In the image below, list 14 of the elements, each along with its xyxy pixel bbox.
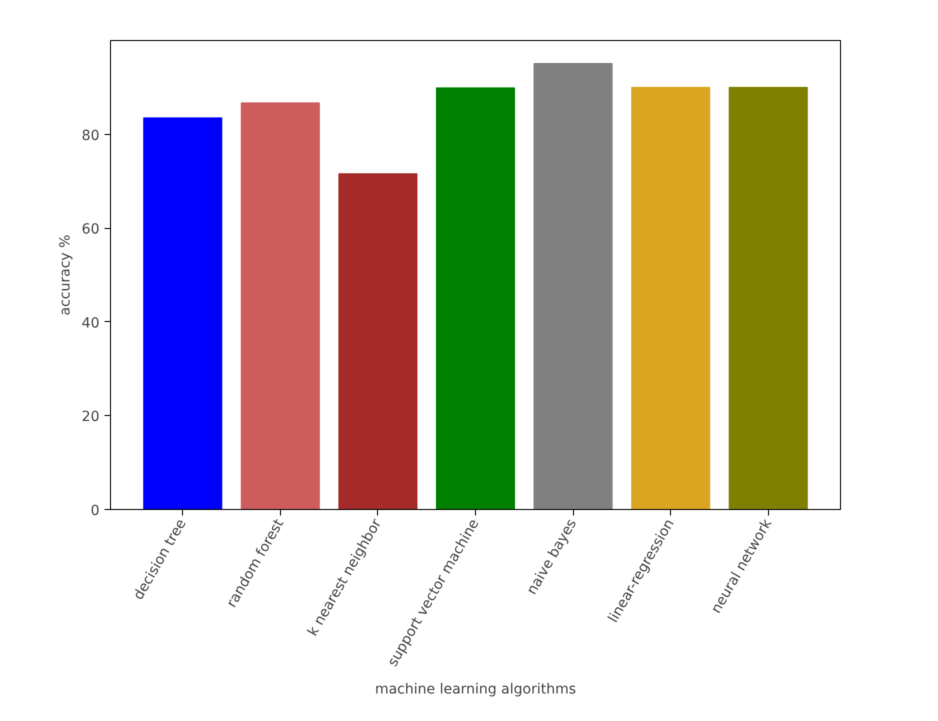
bar — [631, 86, 710, 510]
bar — [338, 173, 418, 510]
x-axis-title: machine learning algorithms — [374, 681, 576, 698]
bar — [143, 117, 222, 510]
y-tick-label: 40 — [82, 315, 100, 332]
bar — [240, 102, 320, 510]
y-axis-title: accuracy % — [58, 234, 74, 316]
y-tick-label: 0 — [90, 503, 100, 519]
bar — [436, 87, 516, 510]
bar — [534, 62, 613, 510]
y-tick-label: 80 — [82, 128, 100, 144]
y-tick-label: 20 — [82, 409, 100, 426]
y-tick-label: 60 — [82, 222, 100, 238]
bar — [728, 86, 808, 510]
